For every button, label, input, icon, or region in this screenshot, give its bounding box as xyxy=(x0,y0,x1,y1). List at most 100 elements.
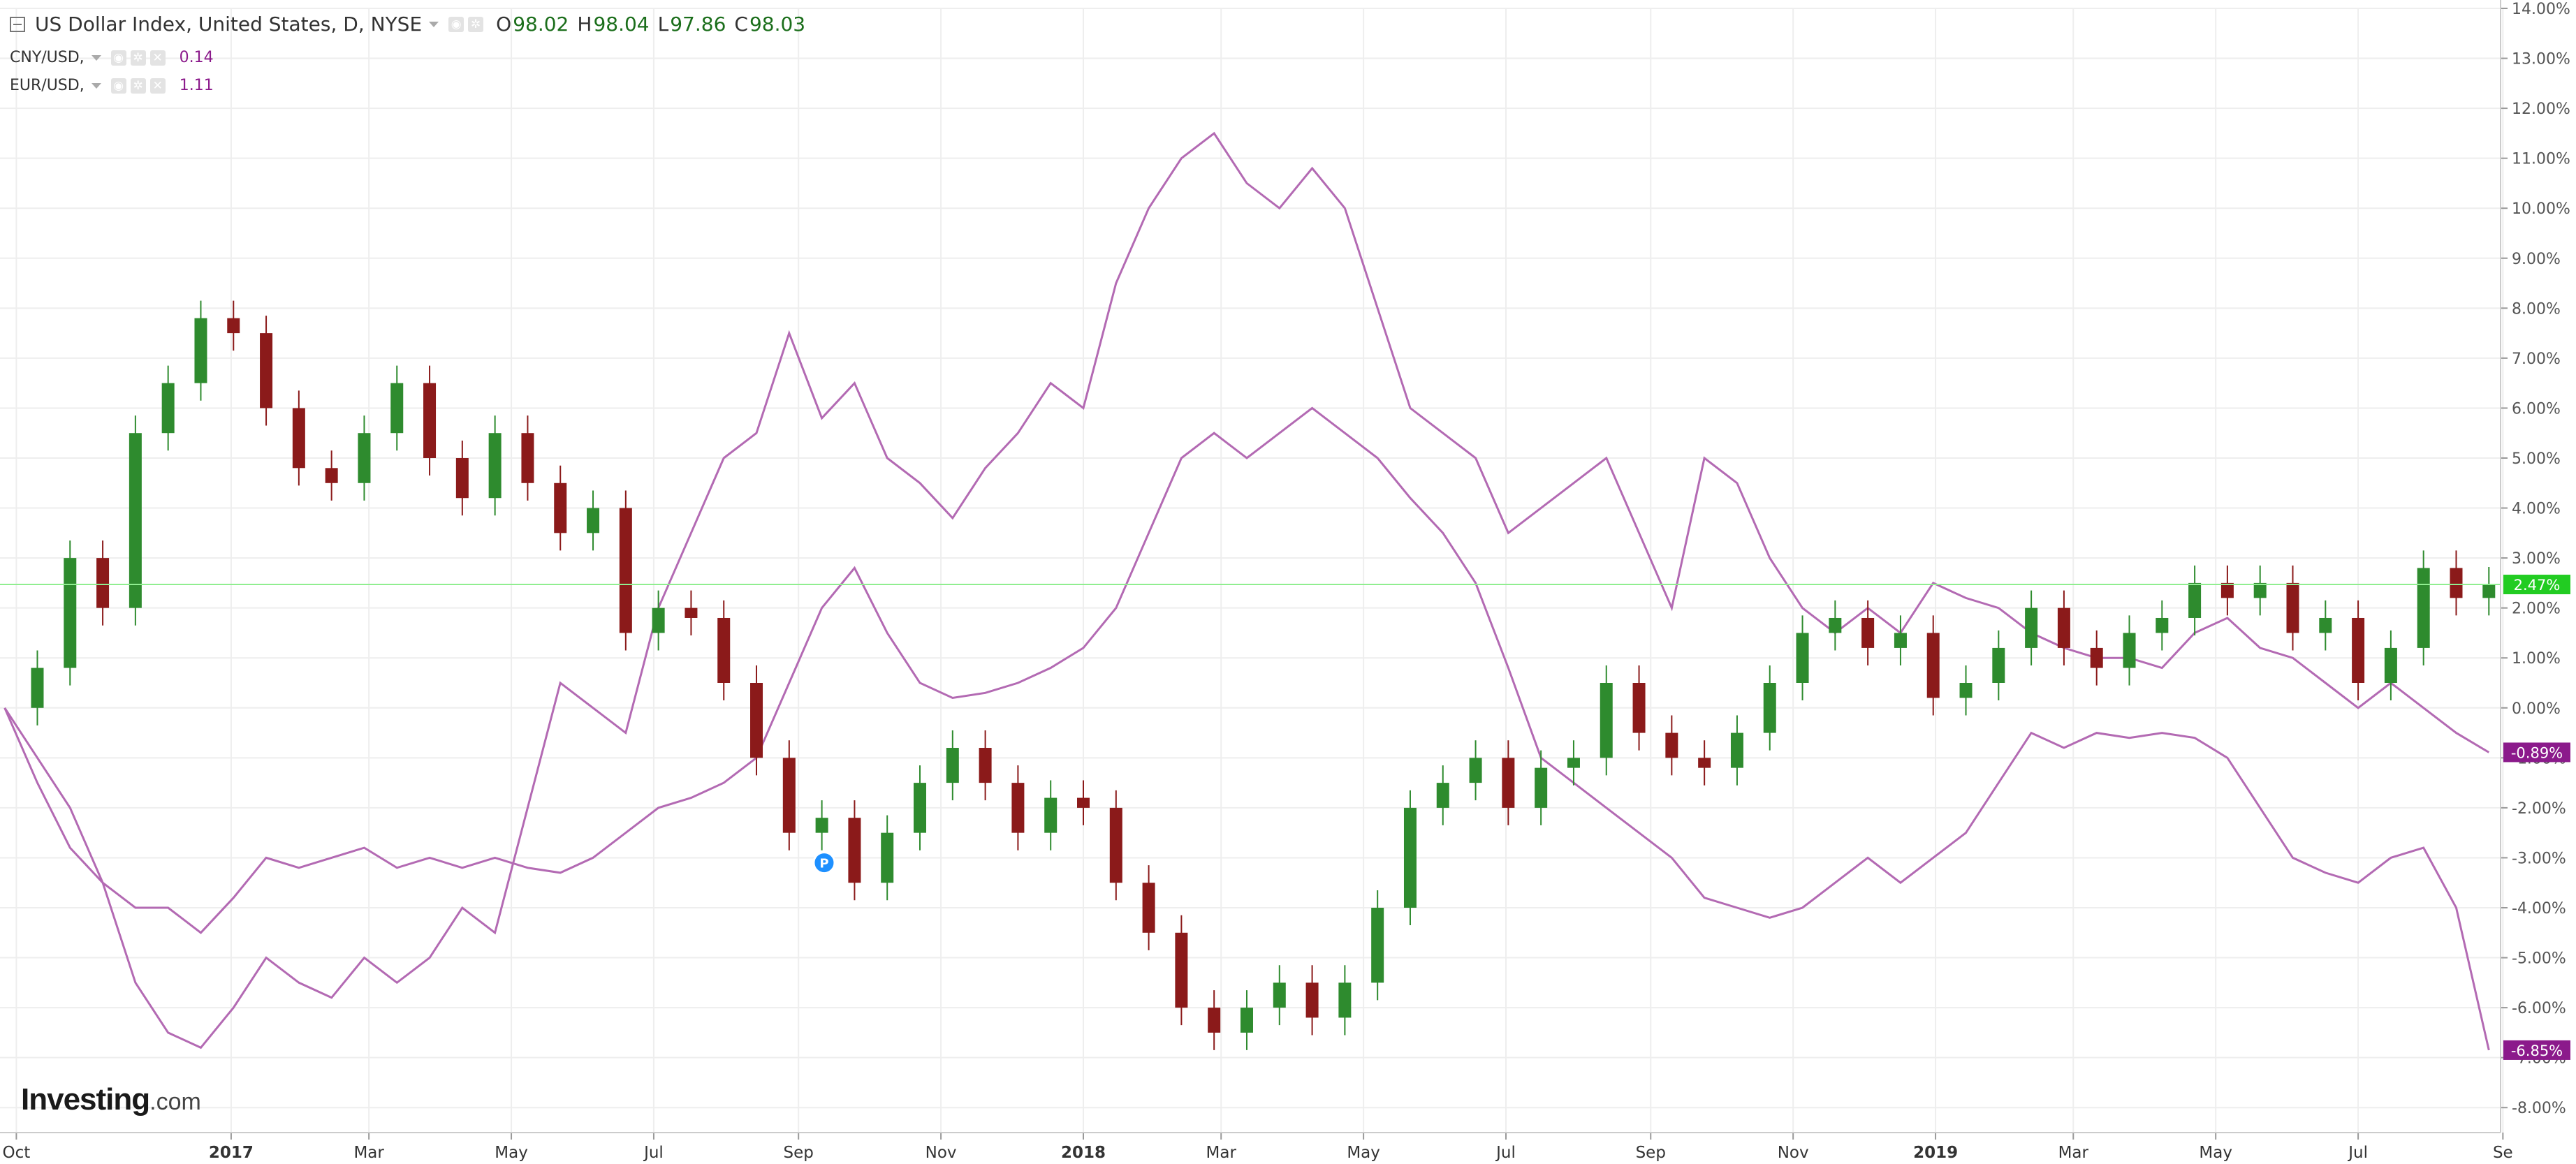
candle-body xyxy=(358,433,371,483)
x-tick-label: May xyxy=(2199,1144,2232,1162)
candle-body xyxy=(1632,683,1646,733)
candle-body xyxy=(2319,617,2332,633)
candle-body xyxy=(1698,758,1711,768)
candle-body xyxy=(96,558,110,608)
candle-body xyxy=(1926,633,1940,698)
y-tick-label: 10.00% xyxy=(2512,200,2570,218)
chevron-down-icon[interactable] xyxy=(91,82,101,89)
grid-lines xyxy=(0,8,2504,1133)
last-value-badge xyxy=(2503,575,2570,595)
candle-body xyxy=(2482,584,2496,598)
y-tick-label: -5.00% xyxy=(2512,950,2566,968)
eye-icon[interactable]: ◉ xyxy=(110,78,126,94)
last-value-badge xyxy=(2503,1040,2570,1060)
x-tick-label: Jul xyxy=(1495,1144,1516,1162)
chevron-down-icon[interactable] xyxy=(91,54,101,61)
candle-body xyxy=(488,433,502,499)
series-value-eur: 1.11 xyxy=(179,77,214,94)
settings-icon[interactable]: ✲ xyxy=(130,78,146,94)
candle-body xyxy=(1665,732,1678,758)
collapse-legend-button[interactable] xyxy=(10,16,25,32)
candle-body xyxy=(227,318,240,334)
dxy-candles xyxy=(31,300,2496,1050)
x-tick-label: Jul xyxy=(643,1144,664,1162)
candle-body xyxy=(1403,807,1417,908)
candle-body xyxy=(325,468,338,483)
candle-body xyxy=(423,383,437,458)
x-tick-label: Sep xyxy=(784,1144,814,1162)
candle-body xyxy=(1469,758,1482,783)
candle-body xyxy=(2025,607,2038,648)
candle-body xyxy=(1305,982,1319,1018)
candle-body xyxy=(914,783,927,833)
candle-body xyxy=(782,758,796,833)
annotation-marker[interactable] xyxy=(812,851,836,875)
last-value-badge xyxy=(2503,742,2570,763)
candle-body xyxy=(2188,582,2202,618)
candle-body xyxy=(1959,683,1973,698)
candle-body xyxy=(1142,883,1155,933)
y-tick-label: 13.00% xyxy=(2512,51,2570,68)
candle-body xyxy=(2253,582,2267,598)
y-tick-label: 4.00% xyxy=(2512,501,2561,518)
x-tick-label: May xyxy=(1347,1144,1380,1162)
y-tick-label: 6.00% xyxy=(2512,400,2561,418)
candle-body xyxy=(1011,783,1025,833)
candle-body xyxy=(554,482,567,533)
y-tick-label: -8.00% xyxy=(2512,1100,2566,1117)
x-tick-label: 2019 xyxy=(1913,1144,1958,1162)
candle-body xyxy=(1502,758,1515,808)
investing-logo[interactable]: Investing.com xyxy=(21,1082,201,1117)
series-value-cny: 0.14 xyxy=(179,49,214,66)
candle-body xyxy=(848,818,861,883)
chevron-down-icon[interactable] xyxy=(429,21,439,27)
candle-body xyxy=(260,333,273,408)
candle-body xyxy=(750,683,763,758)
last-value-label: -6.85% xyxy=(2511,1043,2563,1059)
y-tick-label: 12.00% xyxy=(2512,101,2570,118)
candle-body xyxy=(390,383,404,434)
candle-body xyxy=(717,617,731,683)
candle-body xyxy=(1338,982,1352,1018)
eye-icon[interactable]: ◉ xyxy=(448,16,464,32)
candle-body xyxy=(946,748,959,783)
candle-body xyxy=(1175,932,1188,1008)
y-tick-label: -4.00% xyxy=(2512,900,2566,918)
ohlc-high-label: H xyxy=(577,13,592,36)
candle-body xyxy=(1436,783,1449,808)
candle-body xyxy=(2352,617,2365,683)
close-icon[interactable]: ✕ xyxy=(149,50,166,66)
main-series-title: US Dollar Index, United States, D, NYSE xyxy=(35,13,423,36)
close-icon[interactable]: ✕ xyxy=(149,78,166,94)
legend-series-eur: EUR/USD, ◉ ✲ ✕ 1.11 xyxy=(10,77,214,94)
candle-body xyxy=(2417,568,2430,648)
eye-icon[interactable]: ◉ xyxy=(110,50,126,66)
x-tick-label: Nov xyxy=(925,1144,957,1162)
settings-icon[interactable]: ✲ xyxy=(130,50,146,66)
y-tick-label: 7.00% xyxy=(2512,351,2561,368)
candle-body xyxy=(1371,908,1384,983)
candle-body xyxy=(2156,617,2169,633)
candle-body xyxy=(1992,647,2005,683)
y-tick-label: 5.00% xyxy=(2512,450,2561,468)
series-name-cny: CNY/USD, xyxy=(10,49,85,66)
candle-body xyxy=(2123,633,2136,668)
settings-icon[interactable]: ✲ xyxy=(468,16,484,32)
y-tick-label: 11.00% xyxy=(2512,151,2570,168)
y-tick-label: 1.00% xyxy=(2512,650,2561,668)
candle-body xyxy=(1730,732,1743,768)
y-tick-label: 2.00% xyxy=(2512,601,2561,618)
candle-body xyxy=(979,748,992,783)
ohlc-low-value: 97.86 xyxy=(670,13,726,36)
ohlc-high-value: 98.04 xyxy=(593,13,650,36)
candle-body xyxy=(619,508,632,633)
chart-annotations: P xyxy=(812,851,836,875)
candle-body xyxy=(1763,683,1776,733)
logo-brand: Investing xyxy=(21,1082,150,1117)
candle-body xyxy=(2090,647,2103,668)
candle-body xyxy=(521,433,534,483)
ohlc-close-label: C xyxy=(734,13,748,36)
y-tick-label: 14.00% xyxy=(2512,1,2570,18)
